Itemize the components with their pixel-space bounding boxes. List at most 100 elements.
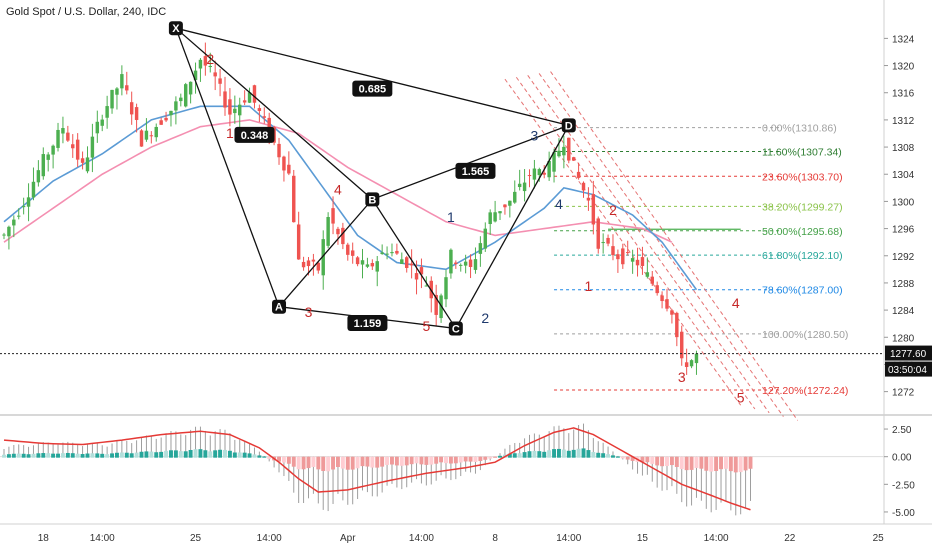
countdown-label: 03:50:04 bbox=[888, 365, 927, 376]
wave-label: 4 bbox=[555, 196, 563, 212]
candle-body bbox=[193, 70, 198, 81]
macd-histogram-cap bbox=[566, 450, 571, 458]
candle-body bbox=[198, 59, 203, 69]
price-tick-label: 1316 bbox=[892, 89, 915, 100]
candle-body bbox=[517, 183, 522, 188]
macd-histogram-cap bbox=[173, 450, 178, 458]
candle-body bbox=[581, 182, 586, 191]
macd-histogram-cap bbox=[36, 453, 41, 458]
macd-histogram-cap bbox=[463, 456, 468, 462]
pattern-leg-xd bbox=[175, 27, 569, 126]
wave-label: 3 bbox=[531, 127, 539, 143]
macd-histogram-cap bbox=[394, 456, 399, 466]
macd-histogram-cap bbox=[252, 454, 257, 458]
candle-body bbox=[370, 263, 375, 267]
macd-histogram-cap bbox=[714, 456, 719, 472]
candle-body bbox=[316, 262, 321, 271]
candle-body bbox=[51, 145, 55, 155]
macd-histogram-cap bbox=[16, 453, 21, 458]
candle-body bbox=[350, 250, 355, 256]
price-tick-label: 1284 bbox=[892, 306, 915, 317]
fib-level-label: 50.00%(1295.68) bbox=[762, 226, 843, 238]
price-tick-label: 1320 bbox=[892, 62, 915, 73]
price-tick-label: 1308 bbox=[892, 143, 915, 154]
macd-histogram-cap bbox=[399, 456, 404, 466]
chart-title: Gold Spot / U.S. Dollar, 240, IDC bbox=[6, 6, 167, 18]
candle-body bbox=[321, 239, 325, 276]
fib-channel-line bbox=[550, 71, 799, 421]
candle-body bbox=[449, 249, 453, 274]
candle-body bbox=[326, 217, 330, 246]
macd-histogram-cap bbox=[591, 452, 596, 458]
candle-body bbox=[296, 224, 301, 260]
macd-histogram-cap bbox=[169, 450, 173, 458]
candle-body bbox=[218, 78, 222, 84]
candle-body bbox=[483, 228, 488, 249]
candle-body bbox=[139, 130, 144, 147]
candle-body bbox=[179, 97, 183, 102]
macd-histogram-cap bbox=[208, 451, 213, 458]
candle-body bbox=[336, 228, 340, 235]
price-tick-label: 1304 bbox=[892, 170, 915, 181]
candle-body bbox=[675, 312, 679, 338]
pattern-point-marker bbox=[561, 118, 576, 133]
macd-histogram-cap bbox=[257, 455, 262, 458]
candle-body bbox=[527, 175, 532, 177]
macd-histogram-cap bbox=[552, 449, 557, 458]
macd-histogram-cap bbox=[227, 450, 232, 458]
macd-histogram-cap bbox=[316, 456, 321, 470]
pattern-leg-bc bbox=[371, 199, 457, 329]
macd-histogram-cap bbox=[183, 451, 188, 458]
candle-body bbox=[252, 85, 257, 103]
candle-body bbox=[390, 252, 394, 254]
candle-body bbox=[85, 157, 90, 172]
macd-histogram-cap bbox=[719, 456, 723, 470]
candle-body bbox=[591, 194, 596, 225]
macd-histogram-cap bbox=[159, 451, 164, 458]
macd-histogram-cap bbox=[119, 452, 124, 458]
candle-body bbox=[571, 157, 576, 161]
candle-body bbox=[635, 259, 640, 266]
macd-histogram-cap bbox=[375, 456, 380, 468]
macd-histogram-cap bbox=[65, 452, 70, 458]
wave-label: 4 bbox=[732, 295, 740, 311]
candle-body bbox=[513, 191, 517, 203]
macd-histogram-cap bbox=[350, 456, 355, 470]
macd-histogram-cap bbox=[723, 456, 728, 469]
wave-label: 3 bbox=[305, 304, 313, 320]
candle-body bbox=[576, 171, 581, 178]
macd-histogram-cap bbox=[326, 456, 331, 472]
candle-body bbox=[463, 261, 468, 266]
candle-body bbox=[680, 331, 684, 359]
macd-histogram-cap bbox=[237, 452, 242, 458]
pattern-point-label: X bbox=[172, 23, 180, 35]
macd-histogram-cap bbox=[114, 452, 119, 458]
candle-body bbox=[208, 65, 212, 67]
macd-histogram-cap bbox=[134, 452, 139, 458]
wave-label: 2 bbox=[609, 202, 617, 218]
macd-histogram-cap bbox=[596, 452, 601, 458]
price-tick-label: 1296 bbox=[892, 225, 915, 236]
candle-body bbox=[689, 360, 694, 367]
macd-histogram-cap bbox=[571, 449, 576, 458]
candle-body bbox=[596, 218, 600, 249]
macd-histogram-cap bbox=[124, 452, 129, 458]
macd-histogram-cap bbox=[144, 451, 149, 458]
macd-histogram-cap bbox=[512, 453, 517, 458]
candle-body bbox=[174, 101, 178, 111]
macd-histogram-cap bbox=[203, 450, 208, 458]
macd-histogram-cap bbox=[409, 456, 414, 465]
candle-body bbox=[26, 197, 31, 207]
macd-histogram-cap bbox=[70, 453, 75, 458]
candle-body bbox=[164, 117, 168, 121]
candle-body bbox=[365, 264, 370, 267]
candle-body bbox=[247, 92, 252, 103]
candle-body bbox=[31, 181, 36, 198]
macd-histogram-cap bbox=[390, 456, 394, 465]
candle-body bbox=[552, 152, 556, 172]
candle-body bbox=[125, 85, 129, 91]
candle-body bbox=[498, 211, 502, 214]
candle-body bbox=[120, 74, 124, 89]
wave-label: 4 bbox=[334, 182, 342, 198]
